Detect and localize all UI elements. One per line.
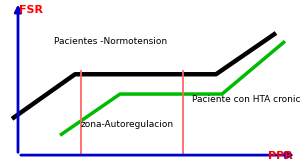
Text: PPR: PPR: [268, 151, 292, 161]
Text: zona-Autoregulacion: zona-Autoregulacion: [81, 120, 174, 129]
Text: Paciente con HTA cronica: Paciente con HTA cronica: [192, 95, 300, 104]
Text: FSR: FSR: [20, 5, 44, 15]
Text: Pacientes -Normotension: Pacientes -Normotension: [54, 37, 167, 46]
